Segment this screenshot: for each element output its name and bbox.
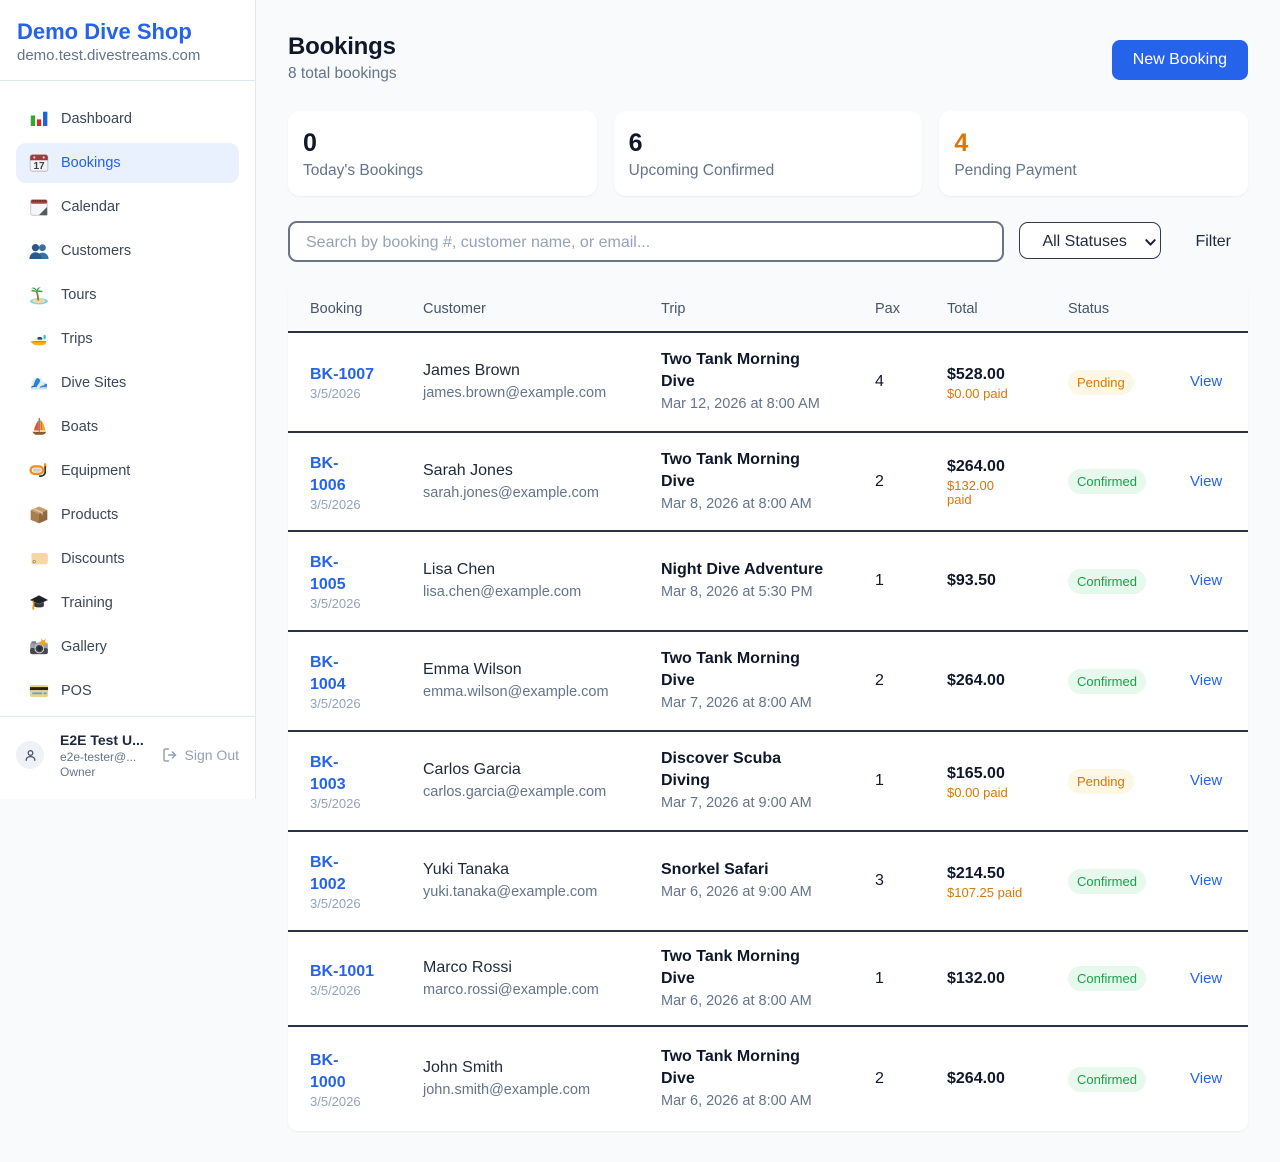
svg-text:17: 17 bbox=[33, 161, 45, 172]
